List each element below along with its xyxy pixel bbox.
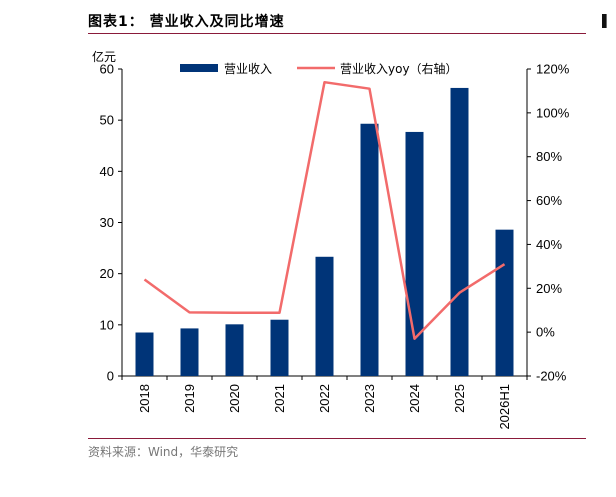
right-tick-label: 20% xyxy=(536,281,562,296)
footer-rule xyxy=(88,438,586,439)
revenue-bar xyxy=(315,256,334,376)
revenue-bar xyxy=(450,87,469,376)
legend-bar-label: 营业收入 xyxy=(224,62,272,76)
left-tick-label: 10 xyxy=(100,317,114,332)
legend-line-label: 营业收入yoy（右轴） xyxy=(340,61,458,76)
right-tick-label: 0% xyxy=(536,325,555,340)
x-tick-label: 2018 xyxy=(137,384,152,413)
right-tick-label: 80% xyxy=(536,149,562,164)
x-tick-label: 2022 xyxy=(317,384,332,413)
revenue-bar xyxy=(360,123,379,376)
x-tick-label: 2020 xyxy=(227,384,242,413)
yoy-line xyxy=(143,80,506,340)
chart-title-bar: 图表1： 营业收入及同比增速 xyxy=(88,8,586,34)
left-tick-label: 20 xyxy=(100,266,114,281)
x-tick-label: 2021 xyxy=(272,384,287,413)
revenue-bar xyxy=(180,328,199,376)
left-tick-label: 30 xyxy=(100,215,114,230)
right-tick-label: 60% xyxy=(536,193,562,208)
y-axis-unit-label: 亿元 xyxy=(92,49,116,64)
left-tick-label: 0 xyxy=(107,369,114,384)
right-tick-label: 100% xyxy=(536,105,570,120)
right-tick-label: -20% xyxy=(536,369,567,384)
legend-bar-swatch xyxy=(180,64,218,72)
x-tick-label: 2024 xyxy=(407,384,422,413)
x-tick-label: 2023 xyxy=(362,384,377,413)
x-tick-label: 2026H1 xyxy=(497,384,512,430)
x-tick-label: 2019 xyxy=(182,384,197,413)
right-tick-label: 120% xyxy=(536,62,570,77)
right-tick-label: 40% xyxy=(536,237,562,252)
chart-title: 图表1： 营业收入及同比增速 xyxy=(88,14,285,30)
left-tick-label: 60 xyxy=(100,62,114,77)
source-note: 资料来源：Wind，华泰研究 xyxy=(88,445,239,459)
clipped-edge-mark: ▌ xyxy=(602,14,612,28)
revenue-bar xyxy=(495,229,514,376)
x-tick-label: 2025 xyxy=(452,384,467,413)
revenue-bar xyxy=(225,324,244,376)
left-tick-label: 40 xyxy=(100,164,114,179)
left-tick-label: 50 xyxy=(100,113,114,128)
revenue-bar xyxy=(135,332,154,376)
title-rule xyxy=(88,33,586,34)
revenue-bar xyxy=(270,319,289,376)
